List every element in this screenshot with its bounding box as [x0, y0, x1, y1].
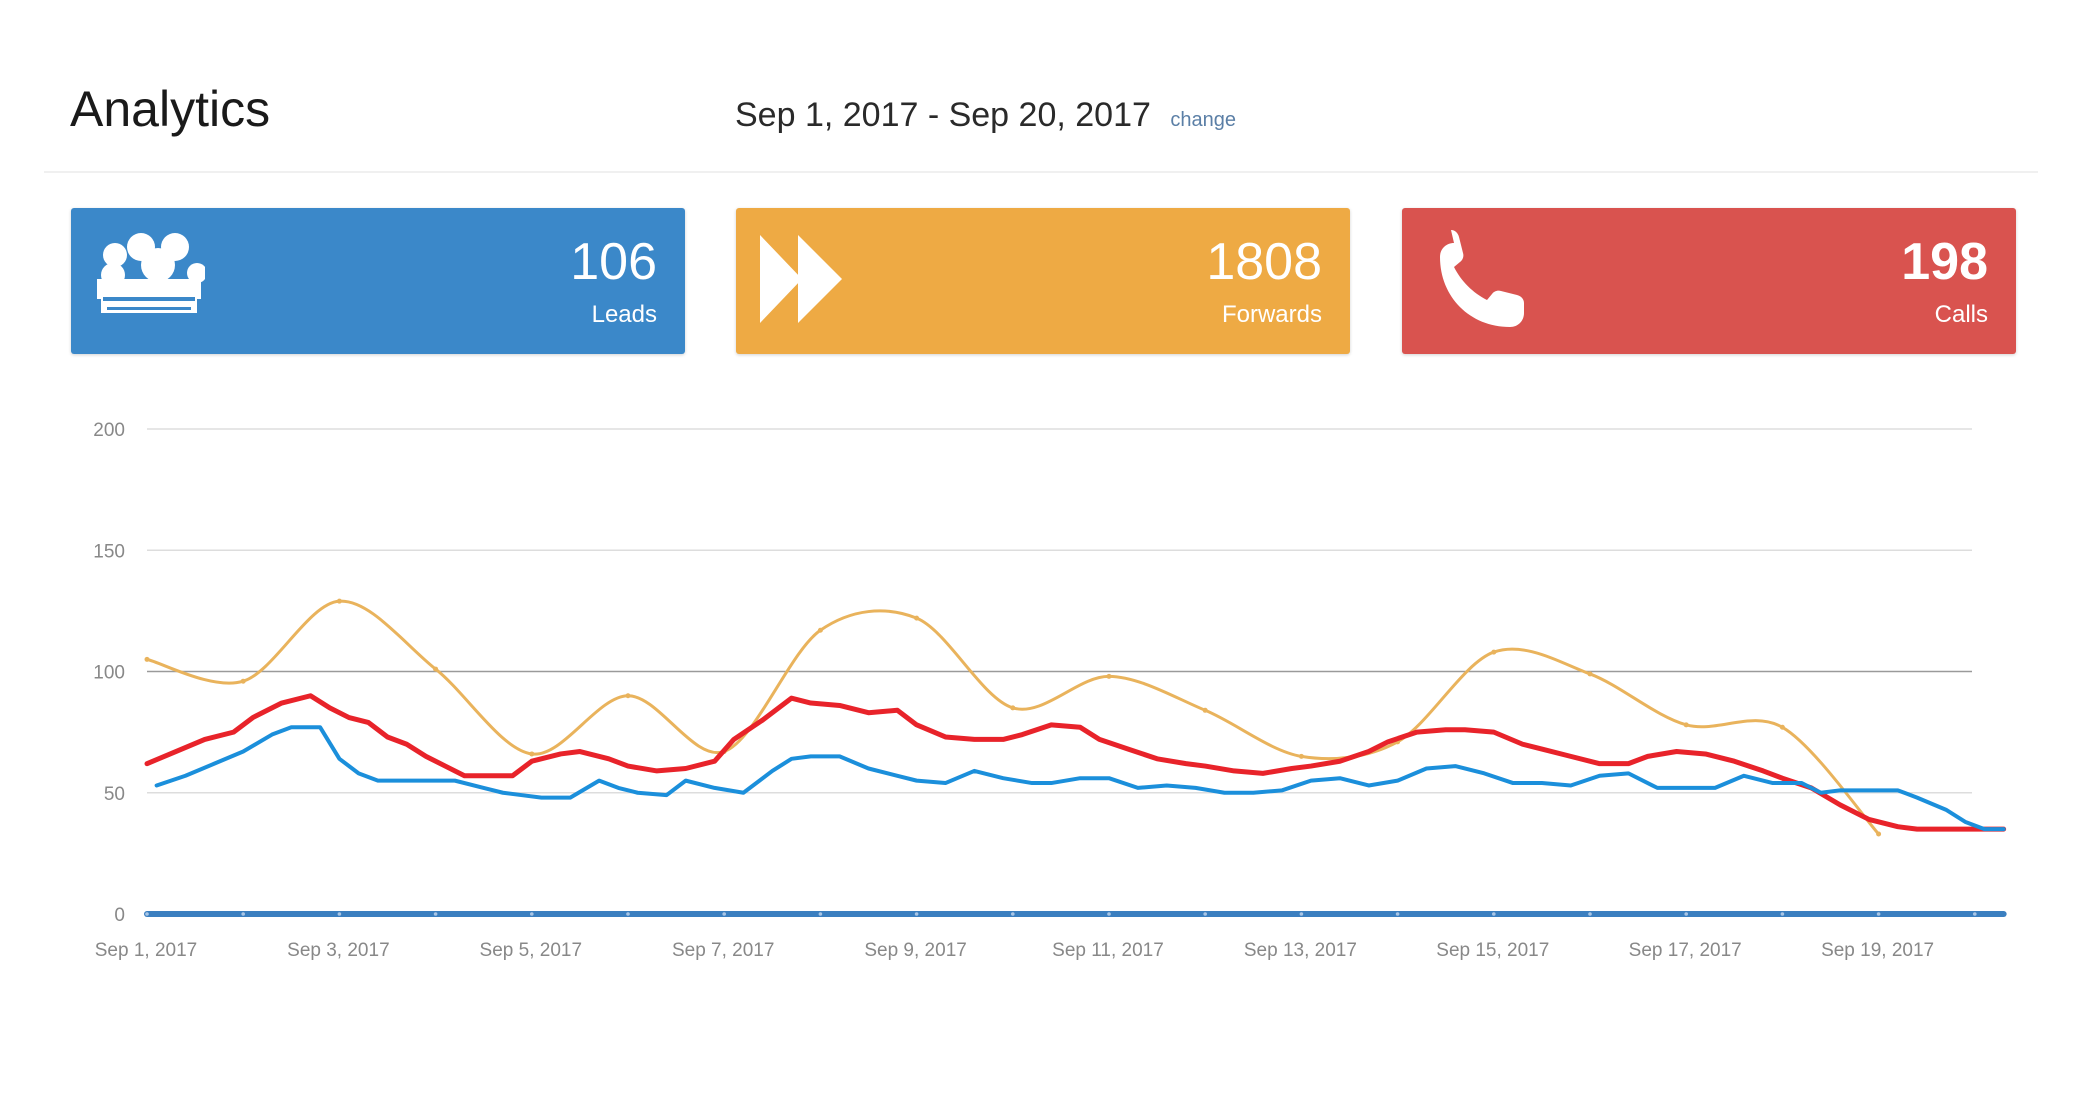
date-range-text: Sep 1, 2017 - Sep 20, 2017	[735, 96, 1151, 134]
x-tick-label: Sep 3, 2017	[287, 940, 389, 961]
baseline-point	[1973, 912, 1977, 916]
x-tick-label: Sep 17, 2017	[1629, 940, 1742, 961]
data-point	[1010, 705, 1016, 711]
calls-label: Calls	[1934, 301, 1988, 328]
x-tick-label: Sep 15, 2017	[1436, 940, 1549, 961]
baseline-point	[241, 912, 245, 916]
data-point	[817, 627, 823, 633]
change-date-link[interactable]: change	[1170, 109, 1236, 131]
baseline-point	[1299, 912, 1304, 916]
forwards-card[interactable]: 1808 Forwards	[736, 208, 1350, 354]
x-tick-label: Sep 7, 2017	[672, 940, 774, 961]
series-line-1	[144, 693, 2007, 832]
leads-label: Leads	[591, 301, 657, 328]
leads-count: 106	[570, 233, 657, 291]
data-point	[1683, 722, 1689, 728]
baseline-point	[1107, 912, 1111, 916]
baseline-point	[818, 912, 823, 916]
group-icon	[97, 233, 205, 313]
baseline-point	[530, 912, 534, 916]
baseline-point	[626, 912, 630, 916]
data-point	[1202, 707, 1208, 713]
data-point	[1779, 724, 1785, 730]
baseline-point	[1588, 912, 1592, 916]
y-tick-label: 100	[93, 663, 125, 684]
calls-card[interactable]: 198 Calls	[1402, 208, 2016, 354]
data-point	[1587, 671, 1593, 677]
baseline-point	[722, 912, 726, 916]
y-tick-label: 50	[104, 784, 125, 805]
data-point	[914, 615, 920, 621]
forwards-label: Forwards	[1221, 301, 1322, 328]
baseline-point	[1684, 912, 1688, 916]
data-point	[240, 678, 246, 684]
x-tick-label: Sep 5, 2017	[480, 940, 582, 961]
x-tick-label: Sep 19, 2017	[1821, 940, 1934, 961]
data-point	[1298, 753, 1304, 759]
leads-card[interactable]: 106 Leads	[71, 208, 685, 354]
baseline-point	[1011, 912, 1015, 916]
y-tick-label: 150	[93, 541, 125, 562]
data-point	[433, 666, 439, 672]
phone-icon	[1440, 230, 1524, 327]
series-line-0	[145, 599, 1881, 836]
y-tick-label: 200	[93, 420, 125, 441]
series-line-2	[154, 725, 2006, 832]
data-point	[1106, 673, 1112, 679]
data-point	[1876, 831, 1882, 837]
x-tick-label: Sep 1, 2017	[95, 940, 197, 961]
baseline-point	[1876, 912, 1881, 916]
baseline-point	[914, 912, 919, 916]
forwards-count: 1808	[1206, 233, 1322, 291]
x-tick-label: Sep 9, 2017	[864, 940, 966, 961]
baseline-point	[145, 912, 149, 916]
data-point	[1491, 649, 1497, 655]
date-range: Sep 1, 2017 - Sep 20, 2017 change	[735, 96, 1236, 135]
baseline-point	[1492, 912, 1496, 916]
data-point	[625, 693, 631, 699]
page-title: Analytics	[70, 81, 271, 137]
baseline-point	[1203, 912, 1207, 916]
header-divider	[44, 171, 2038, 173]
baseline-point	[1395, 912, 1400, 916]
data-point	[529, 751, 535, 757]
data-point	[144, 656, 150, 662]
x-tick-label: Sep 11, 2017	[1052, 940, 1164, 961]
analytics-line-chart: 0 50 100 150 200 Sep 1, 2017 Sep 3, 2017 Sep 5,…	[93, 420, 2007, 961]
baseline-point	[433, 912, 438, 916]
fast-forward-icon	[760, 235, 842, 323]
baseline-point	[1780, 912, 1785, 916]
y-tick-label: 0	[114, 905, 125, 926]
calls-count: 198	[1901, 233, 1988, 291]
x-tick-label: Sep 13, 2017	[1244, 940, 1357, 961]
data-point	[336, 598, 342, 604]
baseline-point	[337, 912, 342, 916]
